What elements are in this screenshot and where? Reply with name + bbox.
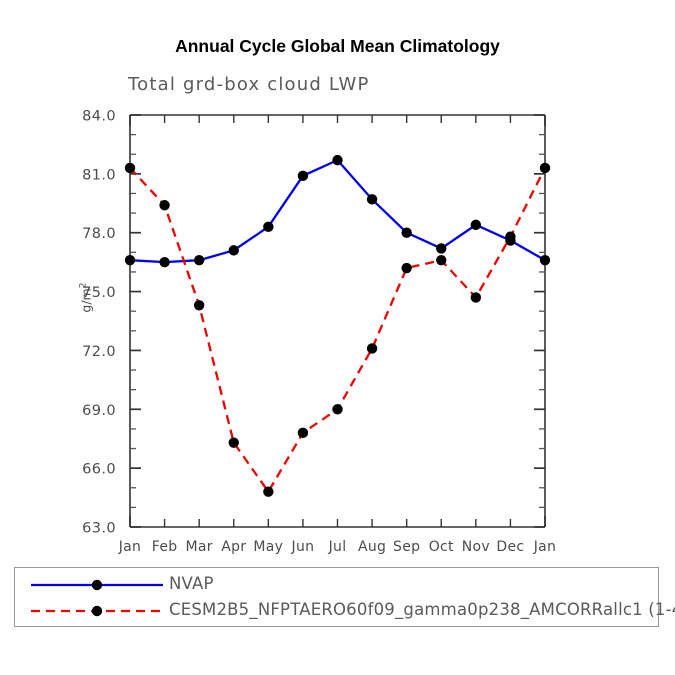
data-point [297,170,309,182]
data-point [124,162,136,174]
data-point [124,254,136,266]
legend-item-cesm[interactable]: CESM2B5_NFPTAERO60f09_gamma0p238_AMCORRa… [15,598,675,624]
y-tick-label: 81.0 [82,167,116,183]
x-tick-label: Feb [152,539,178,555]
series-line-0 [129,158,546,264]
x-tick-label: Mar [186,539,213,555]
x-tick-label: Oct [429,539,454,555]
data-point [159,200,170,211]
y-tick-label: 63.0 [82,521,116,537]
data-point [539,162,551,174]
data-point [401,227,412,238]
data-point [159,256,170,268]
data-point [193,300,205,311]
x-tick-label: Apr [221,539,246,555]
legend-item-nvap[interactable]: NVAP [15,572,658,598]
x-tick-label: Aug [358,539,386,555]
legend-label-nvap: NVAP [169,574,214,593]
data-point [470,292,482,303]
x-tick-label: May [253,539,283,555]
chart-title: Annual Cycle Global Mean Climatology [175,36,500,56]
x-tick-label: Jun [291,539,315,555]
data-point [539,254,551,266]
data-point [228,437,239,448]
series-line-1 [129,167,547,494]
data-point [505,231,516,242]
data-point [332,154,343,166]
data-point [436,254,447,266]
data-point [263,486,274,497]
data-point [470,219,482,231]
data-point [332,404,343,415]
data-point [263,221,274,233]
y-tick-label: 69.0 [82,403,116,419]
legend-swatch-cesm [31,605,163,617]
y-tick-label: 84.0 [82,109,116,125]
y-tick-label: 66.0 [82,462,116,478]
legend-label-cesm: CESM2B5_NFPTAERO60f09_gamma0p238_AMCORRa… [169,600,675,619]
data-point [366,194,378,205]
data-point [401,262,412,274]
x-tick-label: Nov [462,539,490,555]
x-tick-label: Jul [328,539,347,555]
x-tick-label: Sep [393,539,420,555]
chart-subtitle: Total grd-box cloud LWP [128,74,370,95]
y-tick-label: 78.0 [82,226,116,242]
data-point [366,343,378,354]
x-tick-label: Dec [496,539,524,555]
data-point [193,254,205,266]
axes-group [129,114,546,528]
data-point [297,427,309,439]
y-tick-label: 75.0 [82,285,116,301]
legend-swatch-nvap [31,579,163,591]
series-group [124,154,551,497]
x-tick-label: Jan [118,539,141,555]
y-tick-label: 72.0 [82,344,116,360]
legend: NVAP CESM2B5_NFPTAERO60f09_gamma0p238_AM… [14,567,675,627]
data-point [436,243,447,254]
x-tick-label: Jan [533,539,556,555]
data-point [228,245,239,256]
